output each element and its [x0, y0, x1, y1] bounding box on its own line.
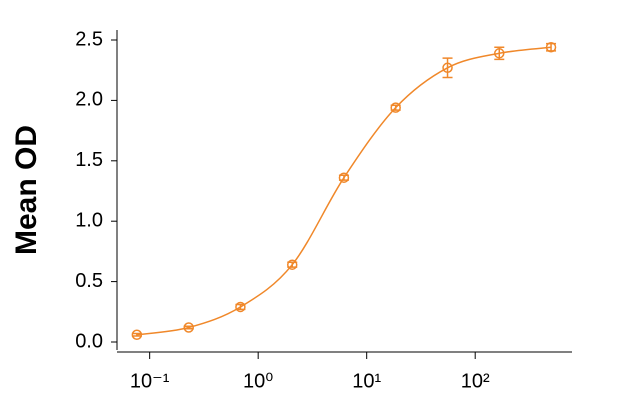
data-point: [131, 329, 143, 341]
x-tick-label: 10⁻¹: [130, 370, 170, 392]
data-point: [494, 48, 505, 59]
y-axis-label: Mean OD: [10, 125, 43, 255]
data-point: [338, 172, 350, 183]
error-bar: [442, 57, 453, 79]
y-tick-label: 1.5: [75, 149, 103, 171]
y-tick-label: 2.5: [75, 28, 103, 50]
y-tick-label: 0.0: [75, 330, 103, 352]
y-tick-label: 1.0: [75, 209, 103, 231]
data-point: [390, 102, 401, 113]
data-point: [442, 62, 453, 74]
data-point: [545, 41, 557, 53]
fit-curve: [136, 46, 552, 336]
data-point: [286, 259, 298, 270]
x-tick-label: 10⁰: [243, 370, 273, 392]
data-point: [235, 301, 246, 313]
error-bar: [131, 332, 142, 337]
y-tick-label: 2.0: [75, 89, 103, 111]
data-point: [183, 322, 194, 333]
error-bar: [183, 325, 194, 330]
y-tick-label: 0.5: [75, 270, 103, 292]
x-tick-label: 10¹: [352, 370, 381, 392]
x-tick-label: 10²: [461, 370, 490, 392]
